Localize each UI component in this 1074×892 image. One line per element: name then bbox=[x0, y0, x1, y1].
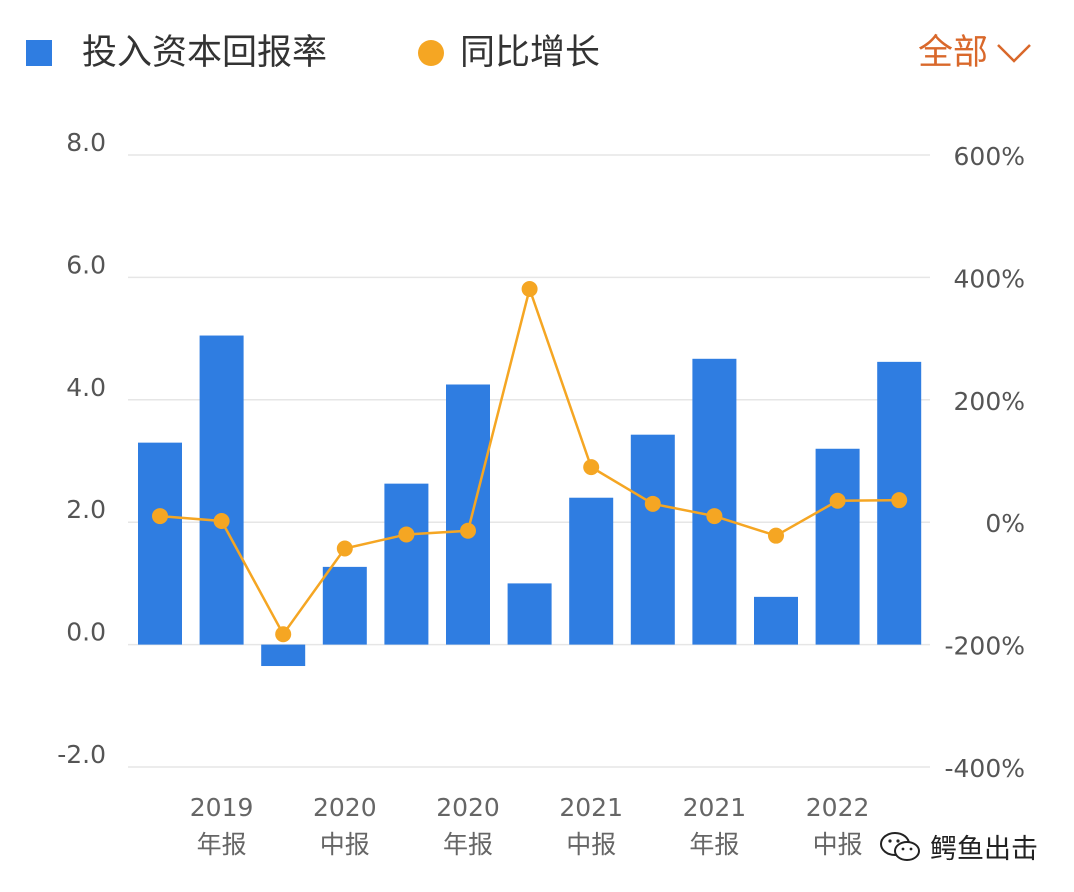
watermark: 鳄鱼出击 bbox=[878, 827, 1038, 866]
axis-ticks: 8.0 6.0 4.0 2.0 0.0 -2.0 600% 400% 200% 0% -200% -4… bbox=[57, 128, 1025, 859]
yoy-point[interactable] bbox=[644, 495, 661, 512]
x-tick-year: 2021 bbox=[559, 793, 623, 822]
wechat-icon bbox=[880, 831, 920, 861]
yoy-point[interactable] bbox=[829, 492, 846, 509]
yoy-line bbox=[159, 284, 900, 637]
line-series bbox=[152, 281, 908, 643]
y-right-tick-label: 600% bbox=[954, 142, 1025, 171]
bar-swatch-icon bbox=[26, 40, 52, 66]
yoy-point[interactable] bbox=[213, 512, 230, 529]
y-left-tick-label: 2.0 bbox=[66, 495, 106, 524]
y-left-tick-label: -2.0 bbox=[57, 740, 106, 769]
x-tick-year: 2020 bbox=[436, 793, 500, 822]
yoy-point[interactable] bbox=[336, 540, 353, 557]
dot-swatch-icon bbox=[418, 40, 444, 66]
legend-label-roic: 投入资本回报率 bbox=[82, 33, 328, 73]
y-right-tick-label: -200% bbox=[945, 632, 1026, 661]
x-tick-period: 年报 bbox=[443, 830, 493, 859]
chevron-down-icon bbox=[997, 44, 1031, 63]
legend-item-roic[interactable]: 投入资本回报率 bbox=[26, 28, 327, 78]
range-dropdown[interactable]: 全部 bbox=[918, 28, 1032, 78]
x-tick-period: 中报 bbox=[320, 830, 370, 859]
yoy-point[interactable] bbox=[460, 522, 476, 539]
bar-series bbox=[138, 335, 922, 667]
bar[interactable] bbox=[815, 448, 860, 645]
bar[interactable] bbox=[692, 358, 737, 645]
y-right-tick-label: 0% bbox=[985, 509, 1025, 538]
x-tick-year: 2019 bbox=[190, 793, 254, 822]
y-left-tick-label: 4.0 bbox=[66, 373, 106, 402]
x-tick-year: 2022 bbox=[806, 793, 870, 822]
yoy-point[interactable] bbox=[891, 492, 908, 509]
bar[interactable] bbox=[199, 335, 244, 645]
bar[interactable] bbox=[754, 596, 798, 645]
x-tick-period: 年报 bbox=[197, 830, 247, 859]
bar[interactable] bbox=[322, 566, 367, 645]
bar[interactable] bbox=[630, 434, 675, 645]
grid bbox=[128, 154, 930, 768]
bar[interactable] bbox=[507, 583, 552, 645]
y-left-tick-label: 8.0 bbox=[66, 128, 106, 157]
legend: 投入资本回报率 同比增长 bbox=[26, 28, 1034, 78]
bar[interactable] bbox=[261, 644, 306, 667]
yoy-point[interactable] bbox=[275, 626, 292, 643]
legend-item-yoy[interactable]: 同比增长 bbox=[418, 28, 600, 78]
y-left-tick-label: 6.0 bbox=[66, 250, 106, 279]
bar[interactable] bbox=[569, 497, 614, 645]
legend-label-yoy: 同比增长 bbox=[460, 33, 601, 73]
yoy-point[interactable] bbox=[583, 459, 600, 476]
y-right-tick-label: 400% bbox=[954, 264, 1025, 293]
yoy-point[interactable] bbox=[768, 527, 784, 544]
x-tick-year: 2020 bbox=[313, 793, 377, 822]
x-tick-year: 2021 bbox=[683, 793, 747, 822]
yoy-point[interactable] bbox=[152, 508, 168, 525]
y-right-tick-label: 200% bbox=[954, 387, 1025, 416]
yoy-point[interactable] bbox=[706, 508, 723, 525]
bar[interactable] bbox=[138, 442, 182, 645]
x-tick-period: 中报 bbox=[566, 830, 616, 859]
range-dropdown-label: 全部 bbox=[917, 33, 988, 73]
yoy-point[interactable] bbox=[521, 281, 538, 298]
y-right-tick-label: -400% bbox=[945, 754, 1026, 783]
bar[interactable] bbox=[446, 384, 490, 645]
x-tick-period: 中报 bbox=[813, 830, 863, 859]
watermark-text: 鳄鱼出击 bbox=[930, 834, 1038, 865]
bar[interactable] bbox=[384, 483, 429, 645]
x-tick-period: 年报 bbox=[689, 830, 739, 859]
yoy-point[interactable] bbox=[398, 526, 415, 543]
y-left-tick-label: 0.0 bbox=[66, 618, 106, 647]
